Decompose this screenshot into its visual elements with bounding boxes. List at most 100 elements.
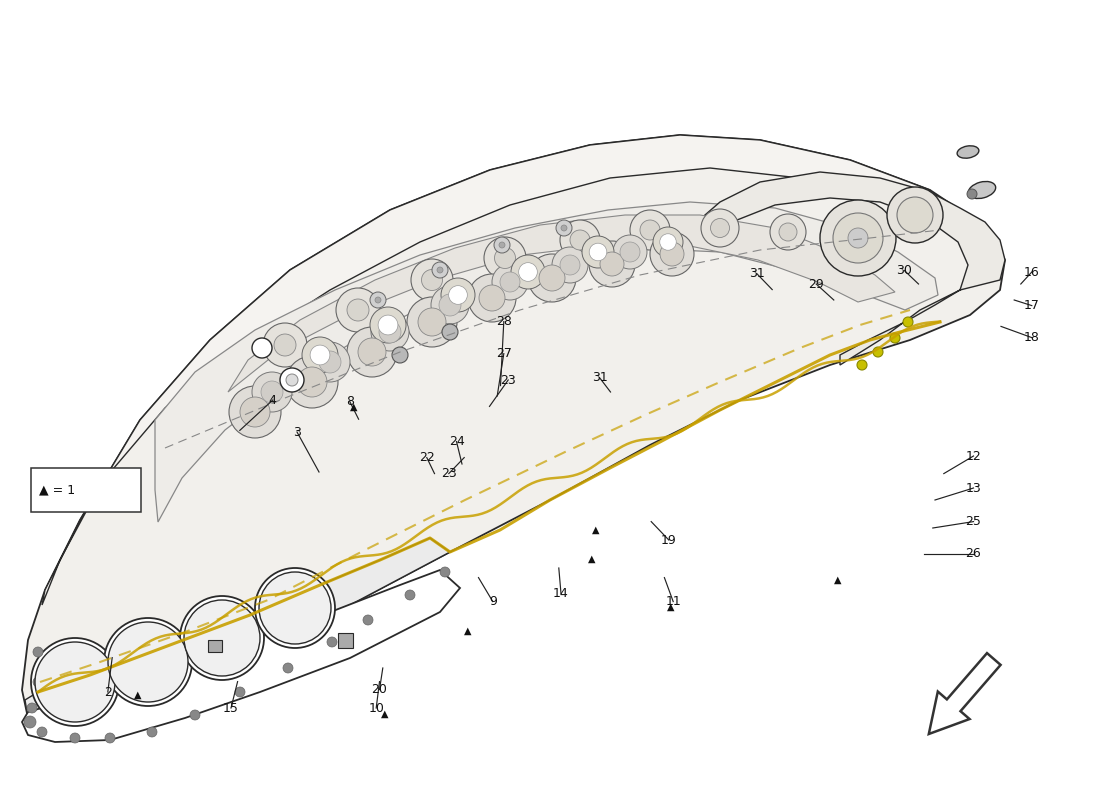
Circle shape <box>590 243 607 261</box>
Circle shape <box>561 225 566 231</box>
Ellipse shape <box>968 182 996 198</box>
Circle shape <box>216 631 229 645</box>
Circle shape <box>437 267 443 273</box>
Circle shape <box>528 254 576 302</box>
Polygon shape <box>690 172 1005 365</box>
Text: 30: 30 <box>896 264 912 277</box>
Circle shape <box>407 297 456 347</box>
Text: partsouq.com: partsouq.com <box>432 366 668 454</box>
Circle shape <box>582 236 614 268</box>
Circle shape <box>327 637 337 647</box>
Circle shape <box>258 572 331 644</box>
Circle shape <box>392 347 408 363</box>
Circle shape <box>556 220 572 236</box>
Circle shape <box>240 397 270 427</box>
Circle shape <box>108 622 188 702</box>
Circle shape <box>378 315 398 335</box>
Bar <box>31 468 141 512</box>
Circle shape <box>630 210 670 250</box>
Circle shape <box>108 622 188 702</box>
Circle shape <box>432 262 448 278</box>
Text: 18: 18 <box>1024 331 1040 344</box>
Polygon shape <box>42 135 929 605</box>
Circle shape <box>180 596 264 680</box>
Circle shape <box>141 654 155 669</box>
Circle shape <box>903 317 913 327</box>
Circle shape <box>229 386 280 438</box>
FancyArrow shape <box>928 653 1001 734</box>
Circle shape <box>650 232 694 276</box>
Text: 15: 15 <box>223 702 239 714</box>
Circle shape <box>833 213 883 263</box>
Text: ▲: ▲ <box>668 602 674 611</box>
Circle shape <box>104 733 116 743</box>
Text: ▲: ▲ <box>464 626 471 635</box>
Circle shape <box>363 615 373 625</box>
Circle shape <box>358 338 386 366</box>
Circle shape <box>492 264 528 300</box>
Circle shape <box>104 618 192 706</box>
Circle shape <box>484 237 526 279</box>
Circle shape <box>35 642 116 722</box>
Circle shape <box>286 374 298 386</box>
Circle shape <box>258 572 331 644</box>
Circle shape <box>270 582 321 634</box>
Circle shape <box>512 255 544 289</box>
Text: 27: 27 <box>496 347 512 360</box>
Circle shape <box>873 347 883 357</box>
Circle shape <box>280 368 304 392</box>
Text: 22: 22 <box>419 451 435 464</box>
Text: 10: 10 <box>368 702 384 714</box>
Circle shape <box>411 259 453 301</box>
Polygon shape <box>22 135 1005 728</box>
Circle shape <box>235 687 245 697</box>
Circle shape <box>560 255 580 275</box>
Circle shape <box>35 642 116 722</box>
Text: 2: 2 <box>103 686 112 698</box>
Circle shape <box>252 372 292 412</box>
Text: ▲: ▲ <box>134 690 141 699</box>
Text: 28: 28 <box>496 315 512 328</box>
Circle shape <box>310 342 350 382</box>
Circle shape <box>274 334 296 356</box>
Circle shape <box>46 653 103 710</box>
Circle shape <box>119 634 177 690</box>
Circle shape <box>184 600 260 676</box>
Circle shape <box>588 241 635 287</box>
Circle shape <box>896 197 933 233</box>
Circle shape <box>379 321 401 343</box>
Circle shape <box>255 568 336 648</box>
Text: 19: 19 <box>661 534 676 546</box>
Circle shape <box>499 242 505 248</box>
Circle shape <box>431 286 469 324</box>
Text: 29: 29 <box>808 278 824 290</box>
Circle shape <box>468 274 516 322</box>
Circle shape <box>449 286 468 304</box>
Circle shape <box>539 265 565 291</box>
Circle shape <box>28 703 37 713</box>
Circle shape <box>37 727 47 737</box>
Circle shape <box>887 187 943 243</box>
Circle shape <box>494 237 510 253</box>
Circle shape <box>500 272 520 292</box>
Text: 11: 11 <box>666 595 681 608</box>
Circle shape <box>288 602 301 614</box>
Circle shape <box>441 278 475 312</box>
Circle shape <box>147 727 157 737</box>
Text: 20: 20 <box>372 683 387 696</box>
Circle shape <box>195 610 250 666</box>
Text: 17: 17 <box>1024 299 1040 312</box>
Text: 13: 13 <box>966 482 981 494</box>
Circle shape <box>857 360 867 370</box>
Circle shape <box>660 234 676 250</box>
Circle shape <box>660 242 684 266</box>
Circle shape <box>346 299 368 321</box>
Text: 16: 16 <box>1024 266 1040 278</box>
Circle shape <box>252 338 272 358</box>
Circle shape <box>283 663 293 673</box>
Circle shape <box>297 367 327 397</box>
Text: 12: 12 <box>966 450 981 462</box>
Circle shape <box>261 381 283 403</box>
Circle shape <box>31 638 119 726</box>
Text: 14: 14 <box>553 587 569 600</box>
